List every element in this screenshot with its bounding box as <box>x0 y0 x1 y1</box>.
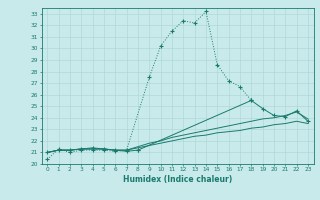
X-axis label: Humidex (Indice chaleur): Humidex (Indice chaleur) <box>123 175 232 184</box>
